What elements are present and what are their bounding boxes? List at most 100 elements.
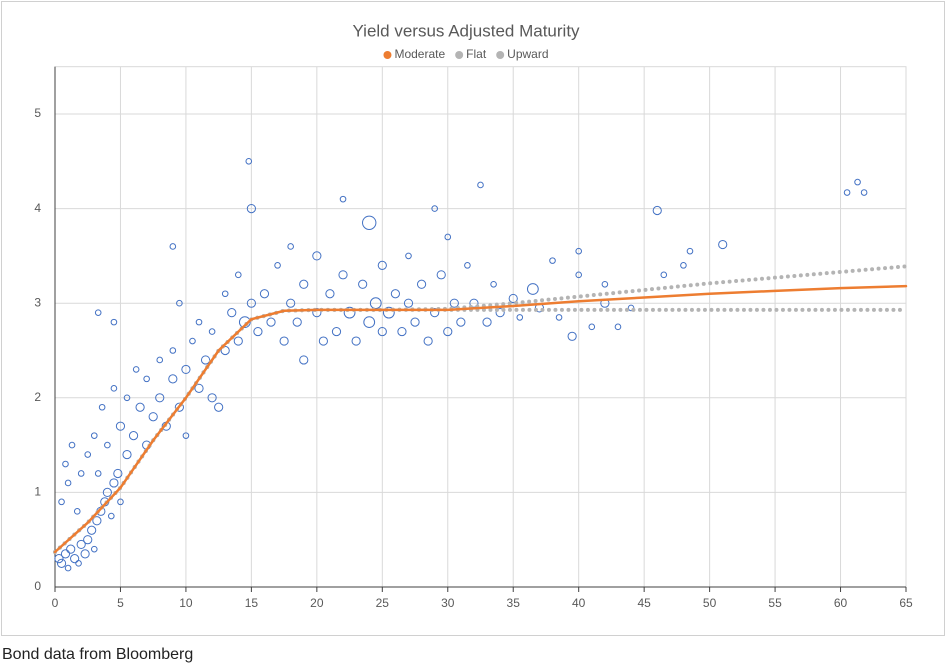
bubble bbox=[94, 470, 102, 477]
legend-marker bbox=[383, 51, 392, 59]
x-tick-label: 20 bbox=[310, 596, 324, 610]
bubble bbox=[75, 560, 82, 567]
bubble bbox=[109, 478, 119, 488]
y-tick-label: 4 bbox=[34, 201, 41, 215]
bubble bbox=[107, 512, 115, 520]
bubble bbox=[189, 337, 196, 345]
bubble bbox=[60, 549, 71, 559]
y-tick-label: 0 bbox=[34, 579, 41, 593]
y-tick-label: 1 bbox=[34, 485, 41, 499]
bubble bbox=[77, 470, 85, 477]
bubble bbox=[92, 516, 102, 526]
bubble bbox=[477, 181, 484, 189]
bubble bbox=[449, 298, 459, 308]
bubble bbox=[843, 189, 851, 196]
bubble bbox=[436, 270, 446, 280]
bubble bbox=[238, 316, 251, 329]
bubble bbox=[331, 326, 342, 337]
bubble bbox=[482, 317, 492, 327]
chart-title: Yield versus Adjusted Maturity bbox=[352, 21, 580, 40]
bubble bbox=[456, 317, 466, 327]
bubble bbox=[588, 323, 596, 331]
x-tick-label: 30 bbox=[441, 596, 455, 610]
bubble bbox=[83, 535, 93, 545]
y-tick-label: 2 bbox=[34, 390, 41, 404]
bubble bbox=[123, 394, 131, 402]
y-tick-label: 5 bbox=[34, 106, 41, 120]
bubble bbox=[135, 402, 145, 412]
bubble bbox=[90, 432, 98, 439]
x-tick-label: 5 bbox=[117, 596, 124, 610]
bubble bbox=[397, 326, 407, 337]
bubble bbox=[102, 487, 112, 497]
bubble bbox=[54, 554, 64, 564]
bubble bbox=[194, 383, 204, 393]
bubble bbox=[94, 309, 102, 316]
y-tick-label: 3 bbox=[34, 295, 41, 309]
bubble bbox=[115, 421, 126, 431]
bubble bbox=[555, 314, 563, 321]
bubble bbox=[390, 289, 400, 299]
bubble bbox=[575, 271, 582, 279]
bubble bbox=[182, 432, 190, 439]
bubble bbox=[234, 271, 242, 279]
bubble bbox=[221, 290, 229, 298]
bubble bbox=[516, 314, 524, 321]
bubble bbox=[377, 260, 387, 270]
caption: Bond data from Bloomberg bbox=[2, 646, 194, 663]
bubble bbox=[132, 366, 140, 373]
bubble bbox=[686, 247, 694, 255]
x-tick-label: 25 bbox=[376, 596, 390, 610]
legend-label: Flat bbox=[466, 47, 487, 61]
bubble bbox=[246, 204, 256, 214]
bubble bbox=[117, 498, 124, 506]
x-tick-label: 60 bbox=[834, 596, 848, 610]
bubble bbox=[156, 356, 164, 364]
bubble bbox=[266, 317, 276, 327]
bubble bbox=[299, 355, 309, 365]
bubble bbox=[169, 243, 177, 250]
bubble bbox=[614, 323, 622, 331]
bubble bbox=[104, 441, 111, 449]
x-tick-label: 0 bbox=[52, 596, 59, 610]
bubble bbox=[245, 158, 253, 165]
x-tick-label: 35 bbox=[507, 596, 521, 610]
x-tick-label: 65 bbox=[899, 596, 913, 610]
bubble bbox=[567, 331, 577, 341]
x-tick-label: 10 bbox=[179, 596, 193, 610]
bubble bbox=[64, 564, 72, 572]
legend-label: Moderate bbox=[394, 47, 445, 61]
bubble bbox=[339, 195, 347, 203]
series-line bbox=[53, 284, 908, 554]
legend: Moderate Flat Upward bbox=[383, 47, 549, 61]
bubble bbox=[233, 336, 243, 346]
bubble bbox=[416, 279, 427, 289]
bubble bbox=[207, 393, 217, 403]
bubble bbox=[68, 441, 76, 449]
legend-marker bbox=[496, 51, 505, 59]
bubble bbox=[652, 205, 662, 216]
bubble bbox=[312, 251, 322, 261]
bubble bbox=[58, 498, 65, 506]
bubble bbox=[64, 479, 72, 487]
bubble bbox=[155, 393, 165, 403]
bubble bbox=[338, 270, 348, 280]
bubble bbox=[444, 233, 452, 241]
bubble bbox=[168, 374, 178, 384]
bubble bbox=[508, 293, 518, 304]
chart: Yield versus Adjusted Maturity Moderate F… bbox=[1, 1, 945, 636]
bubble bbox=[110, 318, 118, 326]
bubble bbox=[253, 326, 263, 337]
x-tick-label: 55 bbox=[768, 596, 782, 610]
bubble bbox=[403, 298, 414, 308]
bubble bbox=[362, 215, 377, 230]
bubble bbox=[430, 308, 440, 318]
legend-label: Upward bbox=[507, 47, 548, 61]
x-tick-label: 45 bbox=[637, 596, 651, 610]
bubble bbox=[56, 558, 67, 568]
bubble bbox=[227, 308, 237, 318]
bubble bbox=[169, 347, 177, 354]
bubble bbox=[220, 345, 230, 356]
bubble bbox=[325, 289, 335, 299]
bubble bbox=[143, 375, 150, 383]
